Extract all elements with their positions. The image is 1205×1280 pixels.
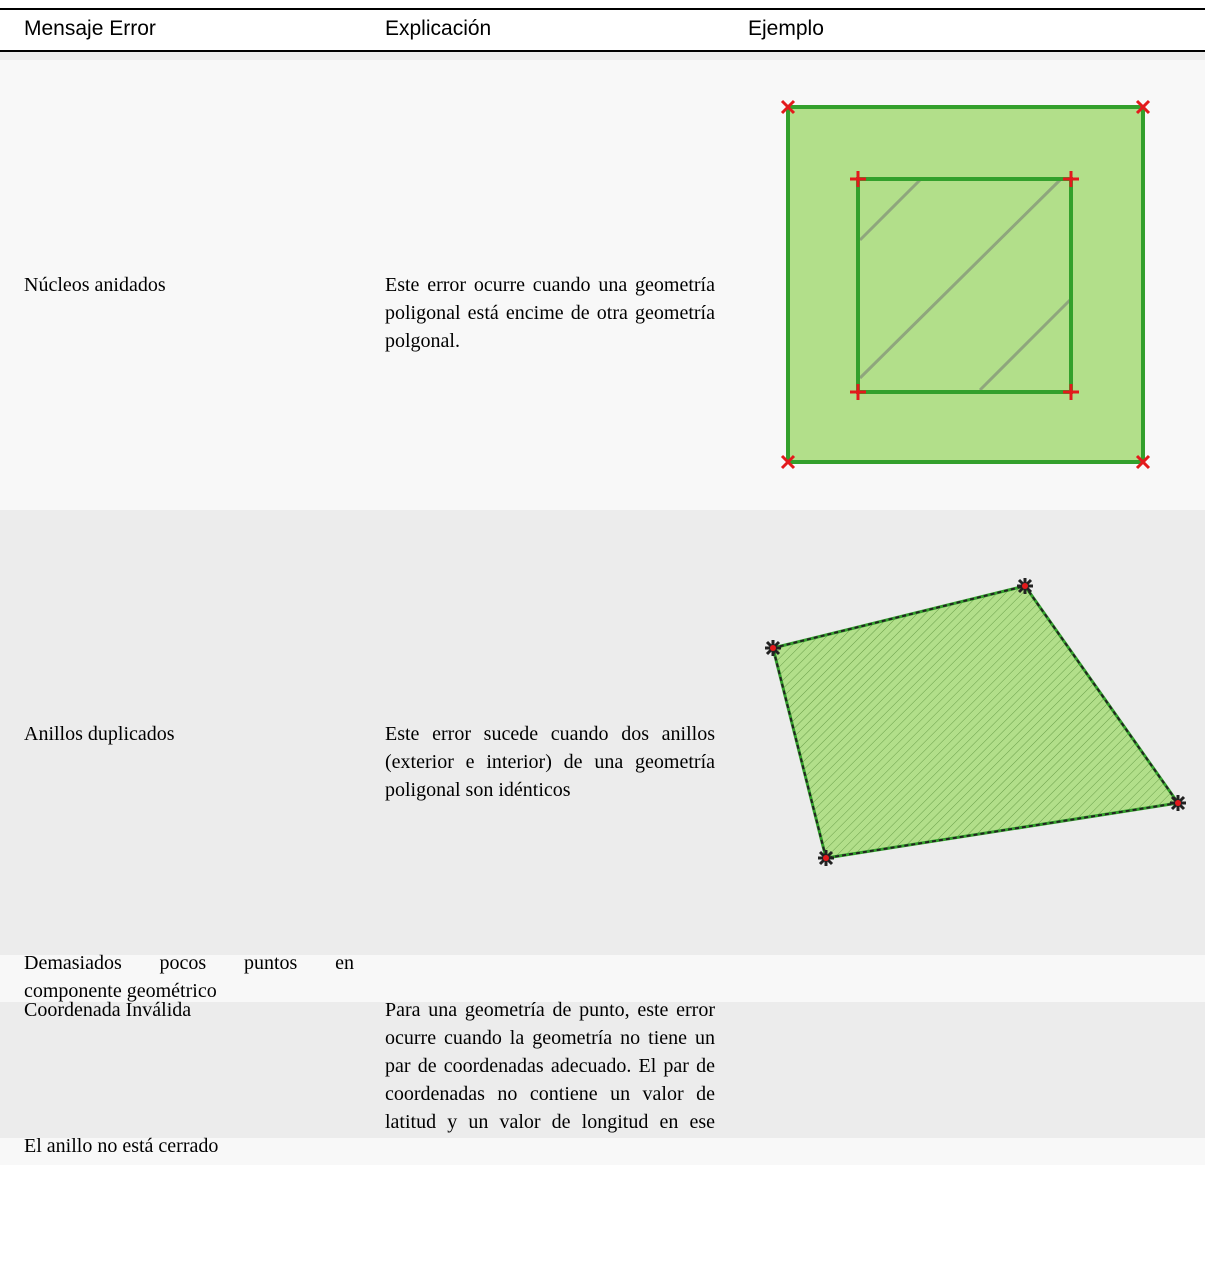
error-message: El anillo no está cerrado (24, 1135, 219, 1157)
column-header: Mensaje Error (24, 17, 156, 40)
table-row: Coordenada Inválida Para una geometría d… (0, 999, 1205, 1161)
error-message: Anillos duplicados (24, 723, 175, 745)
error-message: Demasiados pocos puntos en componente ge… (24, 952, 354, 1002)
error-message: Núcleos anidados (24, 274, 166, 296)
column-header: Explicación (385, 17, 492, 40)
error-explanation: Este error sucede cuando dos anillos (ex… (385, 723, 715, 801)
table-row: Anillos duplicados Este error sucede cua… (0, 510, 1205, 955)
column-header: Ejemplo (748, 17, 824, 40)
table-header: Mensaje Error Explicación Ejemplo (0, 8, 1205, 52)
example-image (780, 99, 1151, 470)
table-row: Demasiados pocos puntos en componente ge… (0, 952, 1205, 1002)
error-message: Coordenada Inválida (24, 999, 192, 1021)
example-image (765, 578, 1186, 866)
error-explanation: Este error ocurre cuando una geometría p… (385, 274, 715, 352)
header-gap (0, 52, 1205, 60)
table-row: El anillo no está cerrado (0, 1135, 1205, 1165)
table-row: Núcleos anidados Este error ocurre cuand… (0, 60, 1205, 510)
